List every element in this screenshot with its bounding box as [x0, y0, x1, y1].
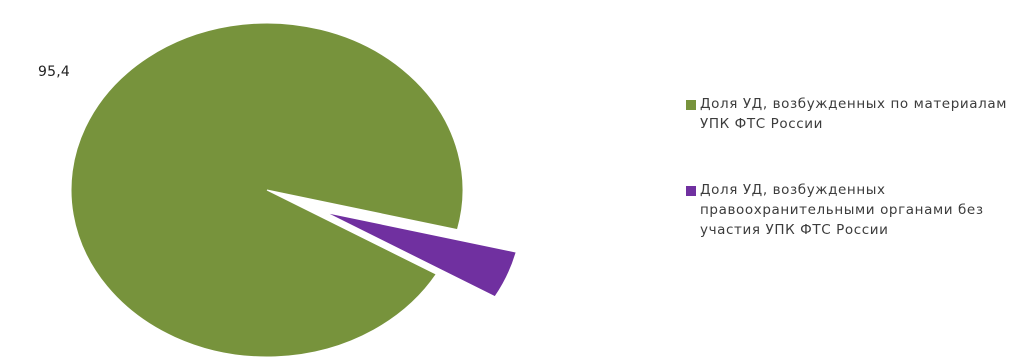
- data-label-slice-1: 95,4: [38, 64, 70, 80]
- legend-swatch-2: [686, 186, 696, 196]
- legend: Доля УД, возбужденных по материалам УПК …: [686, 94, 1026, 240]
- legend-item-2: Доля УД, возбужденных правоохранительным…: [686, 180, 1026, 240]
- legend-item-1: Доля УД, возбужденных по материалам УПК …: [686, 94, 1026, 134]
- legend-label-1: Доля УД, возбужденных по материалам УПК …: [700, 96, 1008, 132]
- legend-label-2: Доля УД, возбужденных правоохранительным…: [700, 182, 984, 238]
- pie-slice-1: [70, 22, 464, 358]
- legend-swatch-1: [686, 100, 696, 110]
- pie-slice-2: [325, 211, 517, 298]
